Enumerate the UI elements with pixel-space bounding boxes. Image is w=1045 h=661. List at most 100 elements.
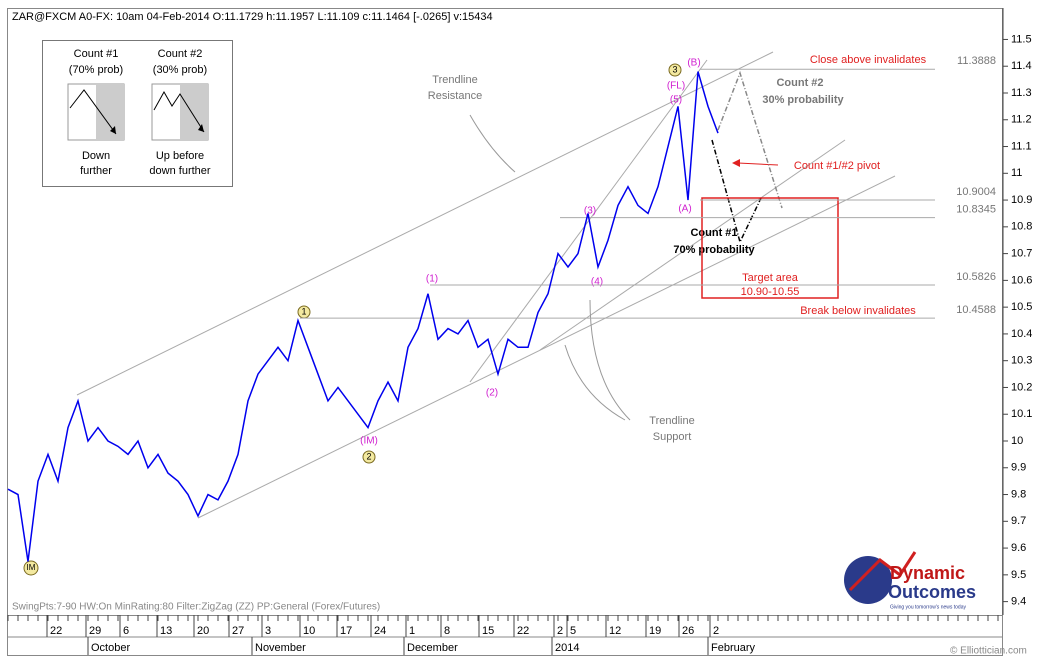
y-tick-label: 9.4 <box>1011 596 1026 608</box>
projection <box>717 70 783 209</box>
box-label: (30% prob) <box>153 64 207 76</box>
y-tick-label: 10.2 <box>1011 381 1032 393</box>
x-tick-label: 15 <box>482 625 494 637</box>
y-tick-label: 9.9 <box>1011 462 1026 474</box>
annotation: Count #1 <box>690 227 737 239</box>
x-tick-label: 8 <box>444 625 450 637</box>
annotation: Support <box>653 431 692 443</box>
arrow <box>589 299 631 421</box>
annotation: 70% probability <box>673 244 755 256</box>
x-tick-label: 19 <box>649 625 661 637</box>
annotation: Count #2 <box>776 77 823 89</box>
y-tick-label: 9.8 <box>1011 488 1026 500</box>
x-tick-label: 20 <box>197 625 209 637</box>
x-tick-label: 24 <box>374 625 386 637</box>
arrow-head <box>732 159 740 167</box>
x-tick-label: 17 <box>340 625 352 637</box>
x-axis-area <box>7 615 1003 656</box>
level-label: 10.9004 <box>956 186 996 198</box>
y-tick-label: 10.3 <box>1011 355 1032 367</box>
month-label: December <box>407 642 458 654</box>
count-legend-box: Count #1 (70% prob) Down further Count #… <box>42 40 233 187</box>
circled-label: 2 <box>366 451 371 461</box>
footer: SwingPts:7-90 HW:On MinRating:80 Filter:… <box>12 602 380 613</box>
x-tick-label: 5 <box>570 625 576 637</box>
box-label: (70% prob) <box>69 64 123 76</box>
circled-label: IM <box>27 563 36 572</box>
y-tick-label: 10.8 <box>1011 221 1032 233</box>
wave-label: (A) <box>678 204 691 215</box>
annotation: Trendline <box>432 74 477 86</box>
box-label: Count #2 <box>158 48 203 60</box>
x-tick-label: 1 <box>409 625 415 637</box>
wave-label: (FL) <box>667 81 685 92</box>
wave-label: (IM) <box>360 436 378 447</box>
y-tick-label: 10 <box>1011 435 1023 447</box>
y-tick-label: 10.1 <box>1011 408 1032 420</box>
box-label: further <box>80 165 112 177</box>
y-tick-label: 11.5 <box>1011 33 1032 45</box>
wave-label: (5) <box>670 95 682 106</box>
x-tick-label: 22 <box>50 625 62 637</box>
box-label: Up before <box>156 150 204 162</box>
wave-label: (3) <box>584 206 596 217</box>
arrow <box>737 162 779 166</box>
y-tick-label: 9.7 <box>1011 515 1026 527</box>
x-tick-label: 22 <box>517 625 529 637</box>
x-tick-label: 6 <box>123 625 129 637</box>
price-line <box>7 71 719 562</box>
y-tick-label: 11 <box>1011 167 1022 179</box>
logo-text: Outcomes <box>888 582 976 602</box>
box-label: down further <box>149 165 210 177</box>
annotation: Close above invalidates <box>810 54 927 66</box>
box-label: Down <box>82 150 110 162</box>
circled-labels <box>23 63 682 576</box>
arrow <box>469 114 516 173</box>
month-label: February <box>711 642 756 654</box>
arrow <box>564 344 626 421</box>
logo: Dynamic Outcomes Giving you tomorrow's n… <box>844 551 976 610</box>
x-tick-label: 2 <box>713 625 719 637</box>
x-tick-label: 26 <box>682 625 694 637</box>
wave-label: (2) <box>486 388 498 399</box>
wave-label: (1) <box>426 274 438 285</box>
y-tick-label: 10.4 <box>1011 328 1032 340</box>
level-label: 10.4588 <box>956 304 996 316</box>
x-tick-label: 13 <box>160 625 172 637</box>
y-tick-label: 11.1 <box>1011 140 1032 152</box>
copyright: © Elliottician.com <box>950 646 1027 657</box>
y-tick-label: 11.3 <box>1011 87 1032 99</box>
annotation: 10.90-10.55 <box>741 286 800 298</box>
y-tick-label: 11.4 <box>1011 60 1032 72</box>
month-label: November <box>255 642 306 654</box>
wave-label: (B) <box>687 58 700 69</box>
y-tick-label: 9.5 <box>1011 569 1026 581</box>
x-tick-label: 3 <box>265 625 271 637</box>
circled-label: 3 <box>672 64 677 74</box>
y-tick-label: 10.6 <box>1011 274 1032 286</box>
x-tick-label: 27 <box>232 625 244 637</box>
wave-label: (4) <box>591 277 603 288</box>
annotation: 30% probability <box>762 94 844 106</box>
level-label: 11.3888 <box>957 55 996 67</box>
annotation: Trendline <box>649 415 694 427</box>
annotation: Count #1/#2 pivot <box>794 160 880 172</box>
box-label: Count #1 <box>74 48 119 60</box>
y-tick-label: 11.2 <box>1011 114 1032 126</box>
chart-title: ZAR@FXCM A0-FX: 10am 04-Feb-2014 O:11.17… <box>12 11 493 23</box>
annotation: Break below invalidates <box>800 305 916 317</box>
x-tick-label: 29 <box>89 625 101 637</box>
y-tick-label: 10.7 <box>1011 248 1032 260</box>
month-label: October <box>91 642 130 654</box>
y-tick-label: 10.9 <box>1011 194 1032 206</box>
logo-text: Dynamic <box>890 563 965 583</box>
x-tick-label: 2 <box>557 625 563 637</box>
month-label: 2014 <box>555 642 579 654</box>
x-tick-label: 12 <box>609 625 621 637</box>
y-tick-label: 10.5 <box>1011 301 1032 313</box>
x-tick-label: 10 <box>303 625 315 637</box>
level-label: 10.8345 <box>956 204 996 216</box>
logo-tagline: Giving you tomorrow's news today <box>890 604 966 610</box>
y-tick-label: 9.6 <box>1011 542 1026 554</box>
